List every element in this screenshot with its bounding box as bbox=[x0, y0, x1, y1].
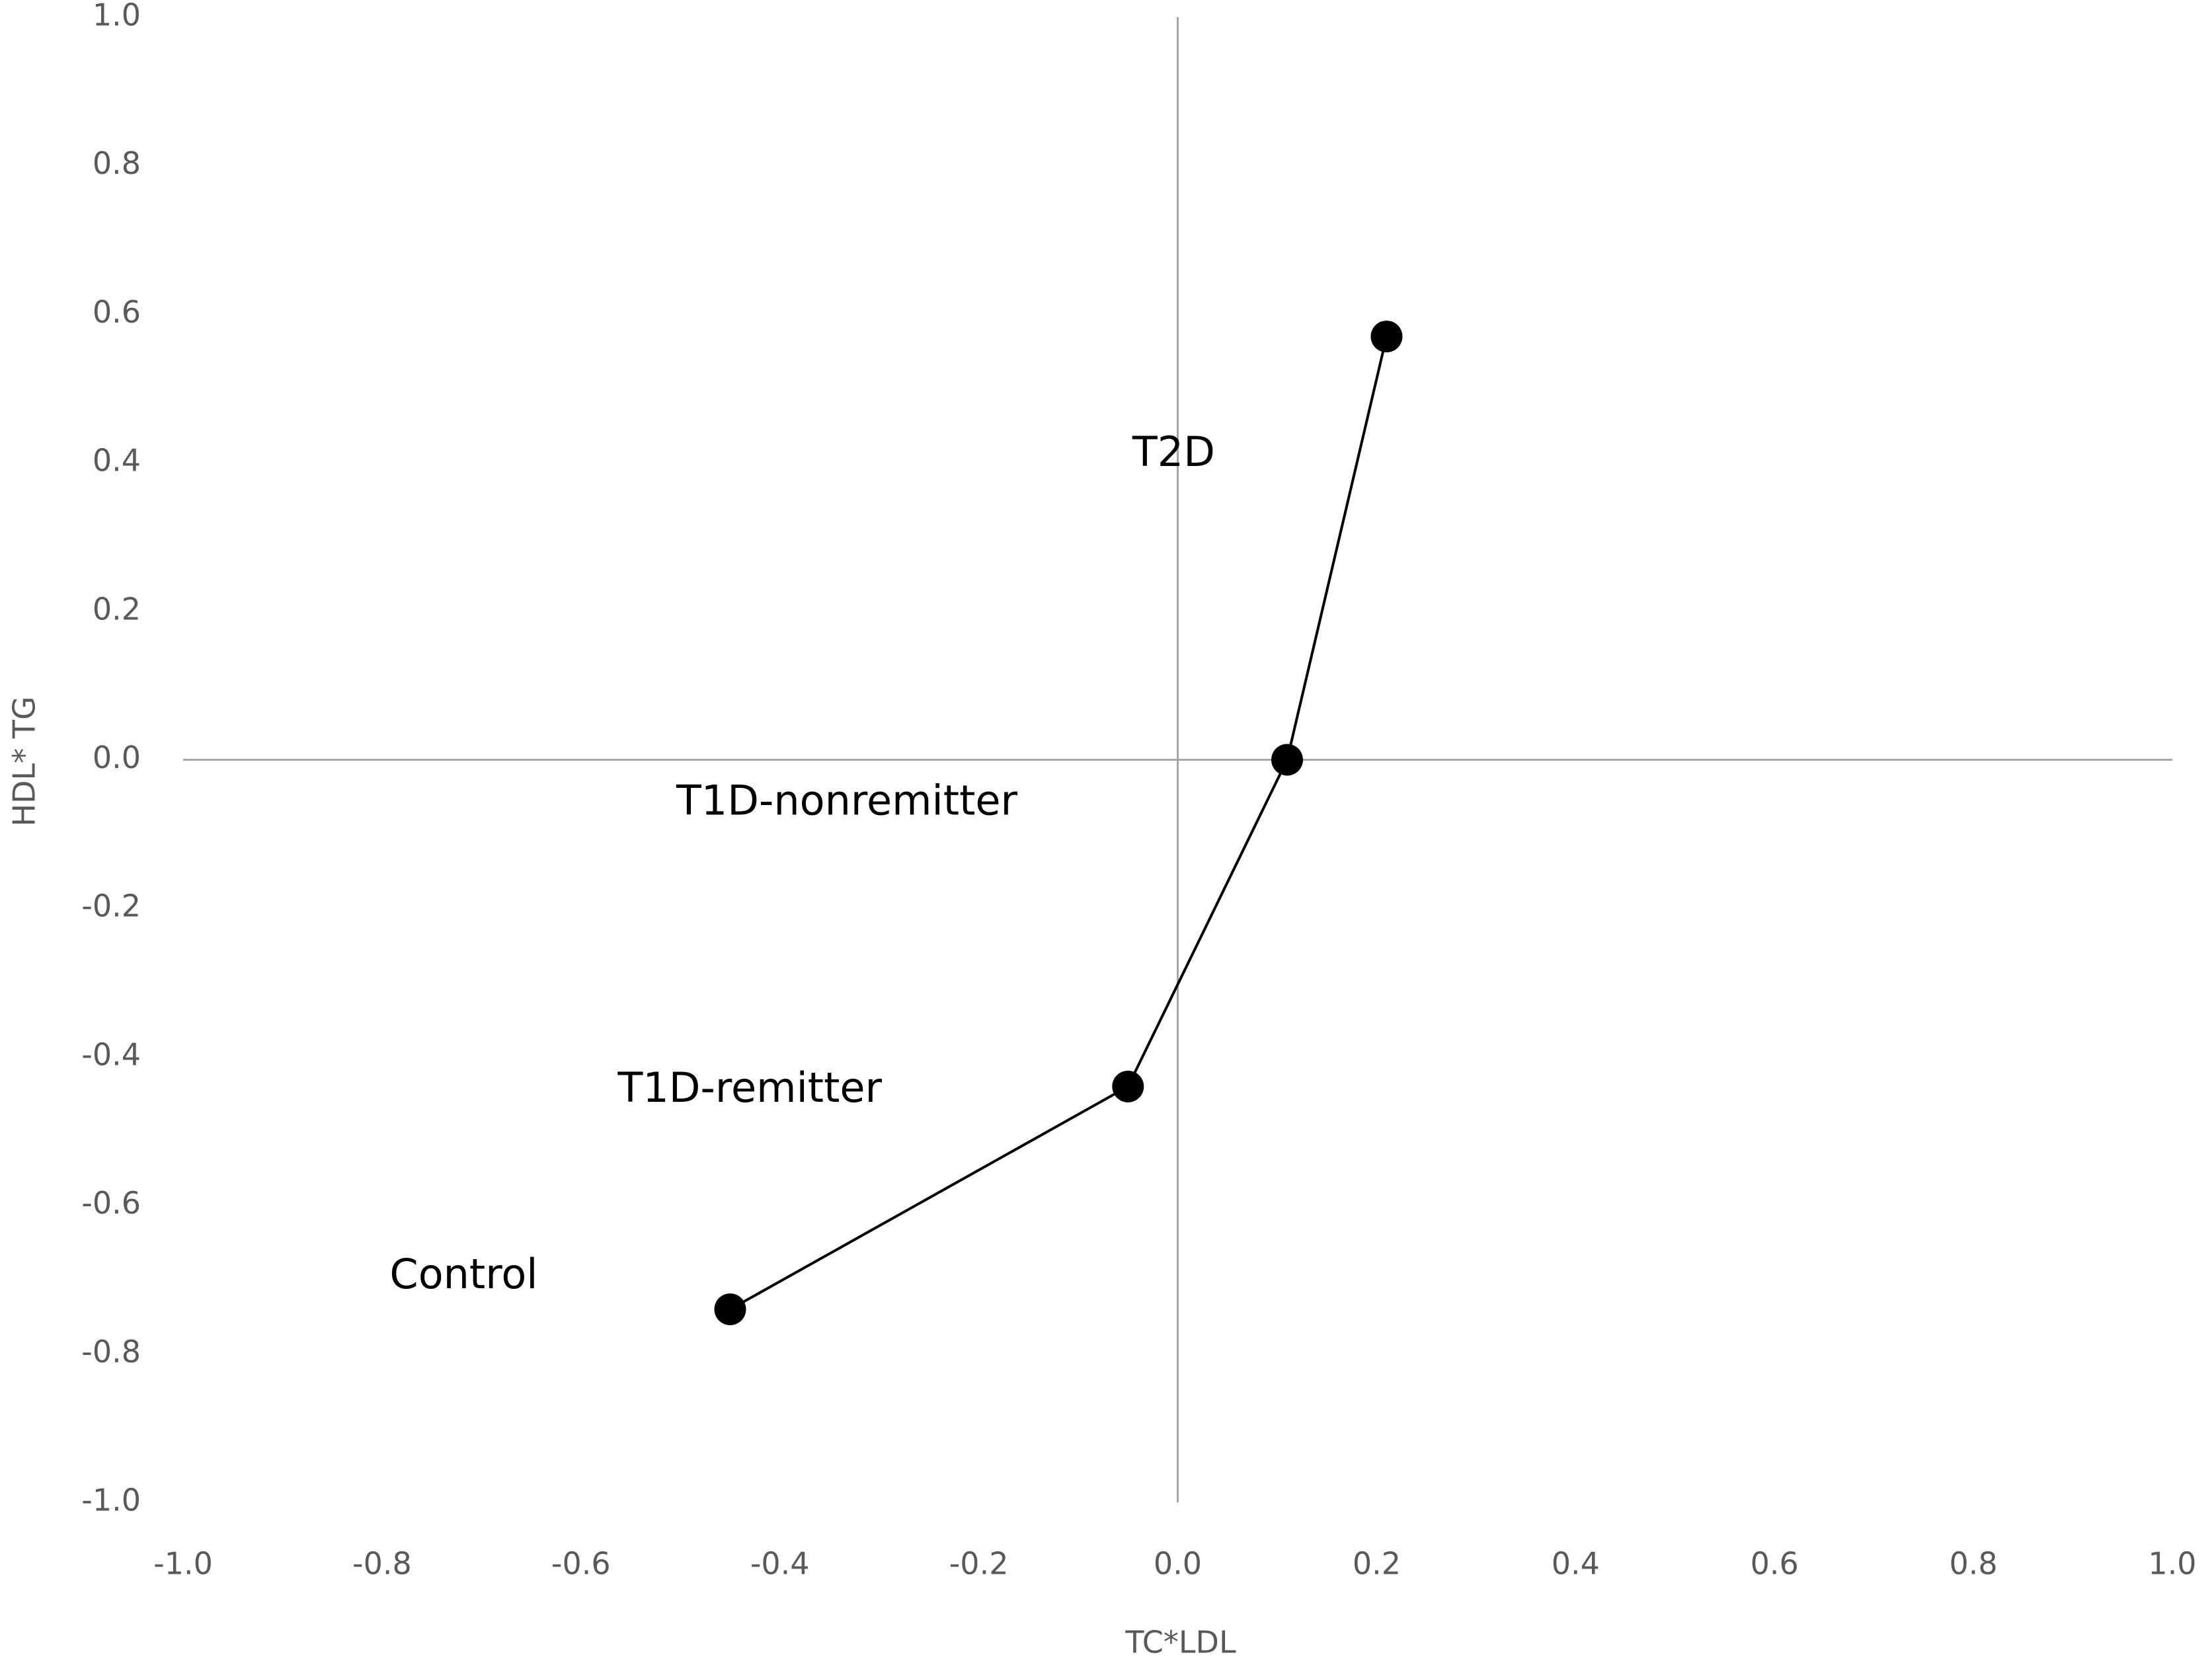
x-tick-label: -0.2 bbox=[949, 1546, 1009, 1582]
y-tick-label: 0.2 bbox=[93, 591, 141, 627]
line bbox=[729, 336, 1388, 1311]
x-tick-label: -0.8 bbox=[352, 1546, 412, 1582]
point bbox=[714, 1293, 746, 1325]
y-tick-label: -0.2 bbox=[81, 888, 141, 924]
point-label: T1D-remitter bbox=[617, 1063, 882, 1112]
x-tick-label: 0.2 bbox=[1353, 1546, 1401, 1582]
y-tick-label: 0.6 bbox=[93, 294, 141, 330]
x-tick-label: 0.4 bbox=[1552, 1546, 1600, 1582]
y-tick-label: -1.0 bbox=[81, 1483, 141, 1518]
x-tick-label: -0.6 bbox=[551, 1546, 611, 1582]
y-axis-title: HDL* TG bbox=[7, 696, 42, 826]
x-axis-title: TC*LDL bbox=[1125, 1625, 1236, 1660]
point bbox=[1112, 1070, 1144, 1102]
y-tick-label: 0.0 bbox=[93, 740, 141, 775]
point bbox=[1370, 321, 1403, 353]
x-tick-label: 0.8 bbox=[1950, 1546, 1998, 1582]
x-tick-label: -0.4 bbox=[750, 1546, 810, 1582]
x-tick-label: 0.6 bbox=[1751, 1546, 1799, 1582]
y-tick-label: -0.4 bbox=[81, 1036, 141, 1072]
x-tick-label: -1.0 bbox=[153, 1546, 213, 1582]
point bbox=[1271, 744, 1303, 776]
point-label: Control bbox=[389, 1250, 537, 1298]
y-tick-label: 1.0 bbox=[93, 0, 141, 33]
x-tick-label: 1.0 bbox=[2148, 1546, 2196, 1582]
y-tick-label: -0.8 bbox=[81, 1334, 141, 1370]
y-tick-label: -0.6 bbox=[81, 1185, 141, 1221]
point-label: T2D bbox=[1132, 428, 1215, 476]
y-tick-label: 0.4 bbox=[93, 443, 141, 479]
y-tick-label: 0.8 bbox=[93, 145, 141, 181]
x-tick-label: 0.0 bbox=[1154, 1546, 1202, 1582]
point-label: T1D-nonremitter bbox=[676, 777, 1018, 825]
